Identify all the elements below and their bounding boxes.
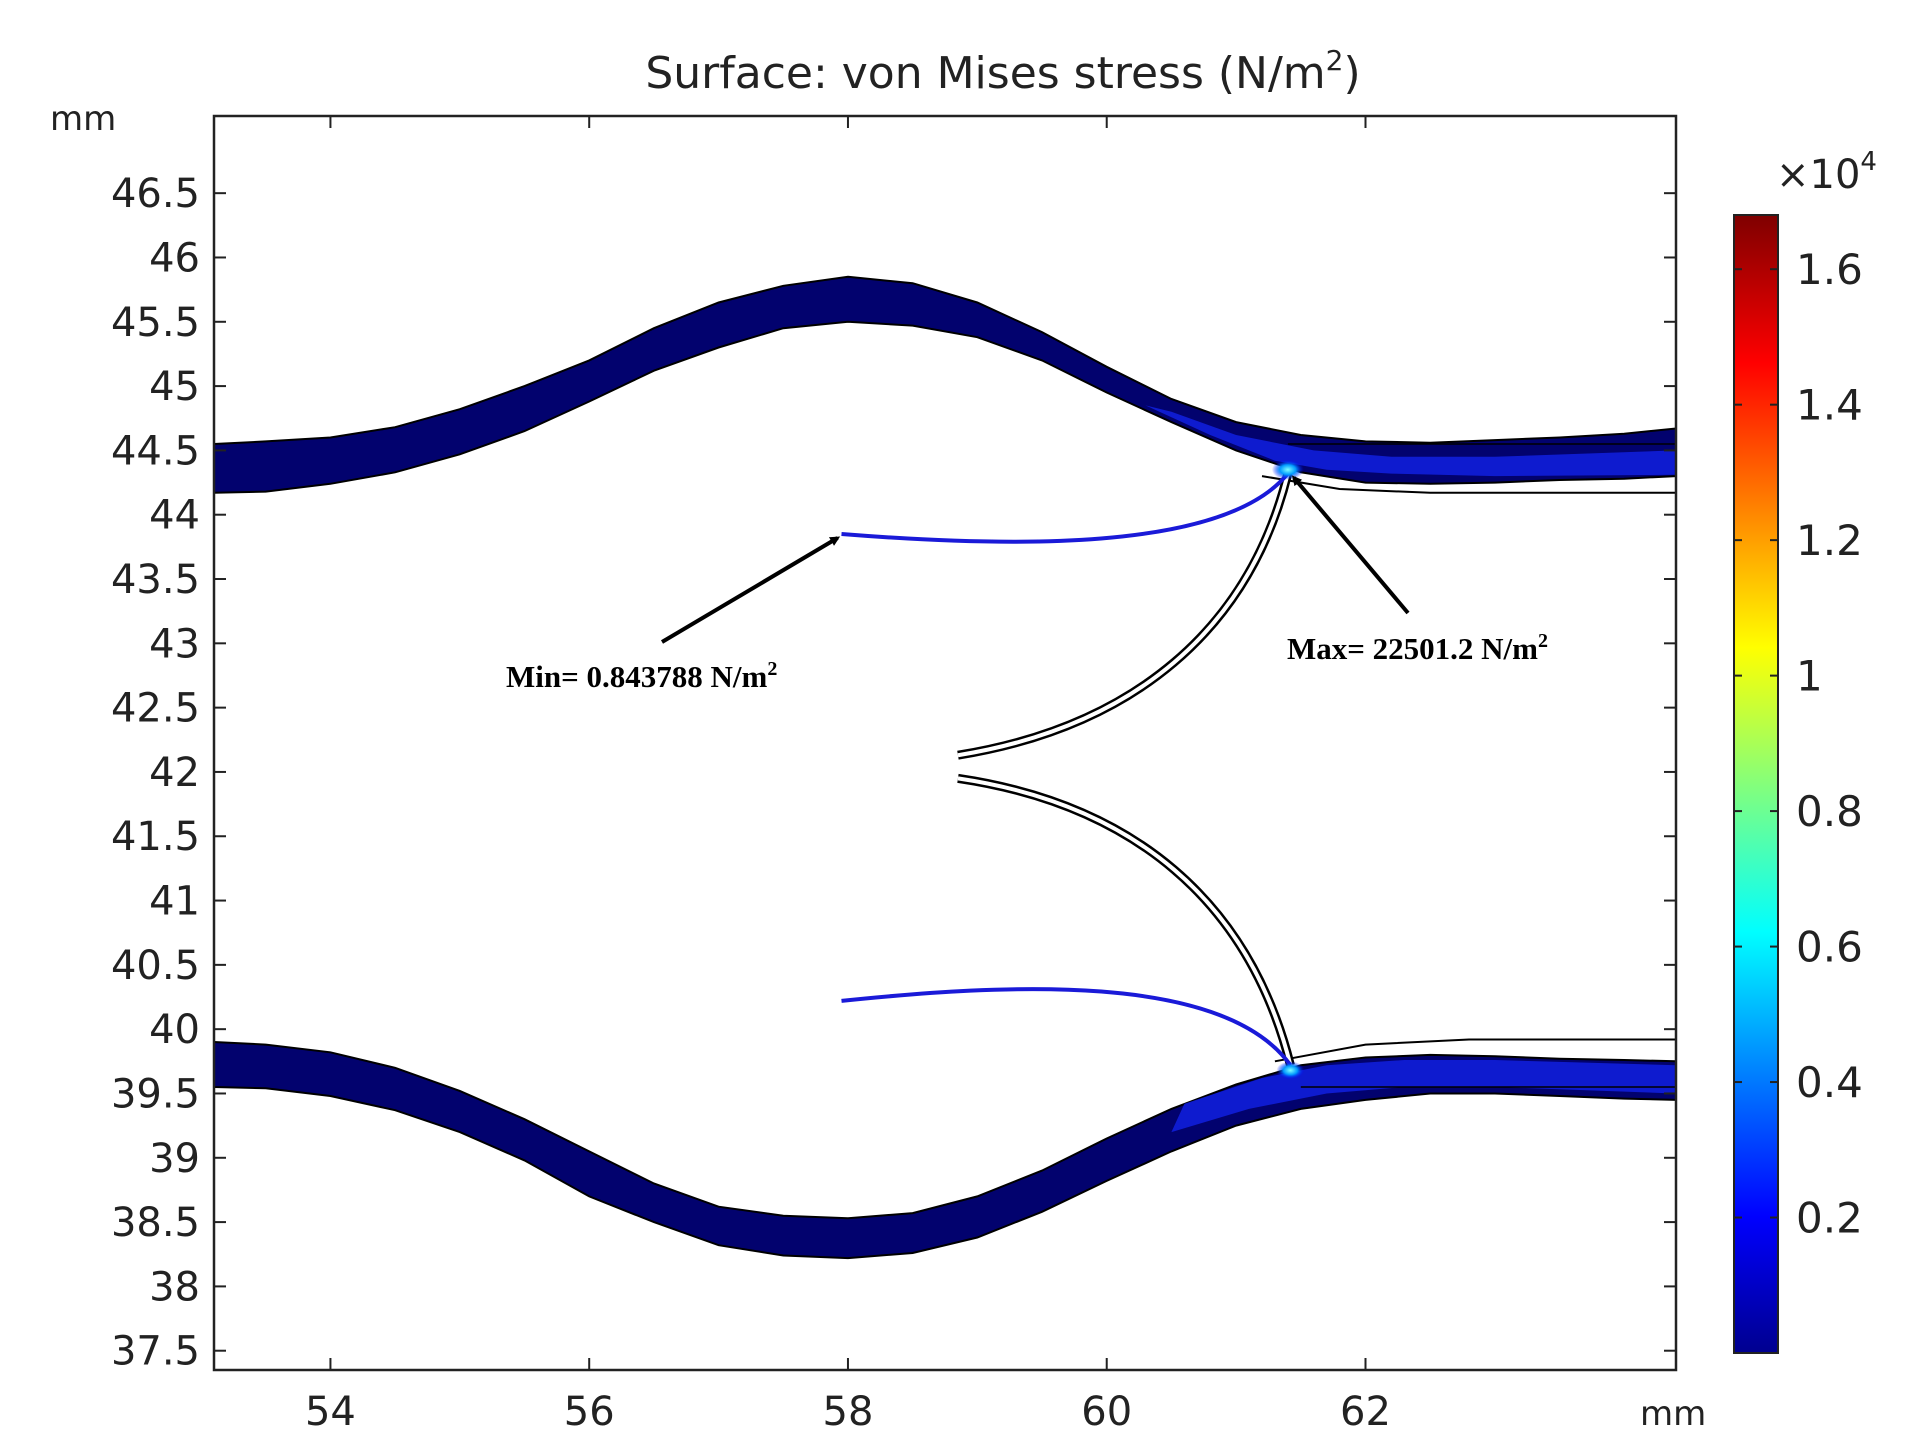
plot-content [214,275,1676,1260]
y-tick-label: 41 [149,879,200,925]
colorbar-tick-label: 0.6 [1796,923,1863,972]
x-tick-label: 56 [564,1389,615,1435]
colorbar-multiplier: ×104 [1776,147,1877,198]
x-tick-label: 62 [1340,1389,1391,1435]
max-arrow [1291,475,1410,615]
y-tick-label: 46.5 [111,171,200,217]
lower-leaflet-reference-inner [957,776,1293,1066]
y-tick-label: 42.5 [111,686,200,732]
colorbar-tick-label: 0.2 [1796,1194,1863,1243]
y-tick-label: 38.5 [111,1200,200,1246]
colorbar-tick-label: 1.6 [1796,245,1863,294]
y-tick-label: 38 [149,1264,200,1310]
annotations: Min= 0.843788 N/m2 Max= 22501.2 N/m2 [506,475,1548,694]
max-label: Max= 22501.2 N/m2 [1287,630,1548,666]
y-tick-label: 45 [149,364,200,410]
y-tick-label: 40 [149,1007,200,1053]
y-tick-label: 43 [149,621,200,667]
y-tick-label: 40.5 [111,943,200,989]
y-tick-label: 39.5 [111,1071,200,1117]
colorbar-tick-label: 1.4 [1796,381,1863,430]
lower-hinge-hotspot [1276,1061,1305,1080]
x-axis: 54 56 58 60 62 [305,116,1391,1435]
chart-title: Surface: von Mises stress (N/m2) [645,44,1360,99]
colorbar-tick-label: 0.8 [1796,787,1863,836]
y-tick-label: 45.5 [111,300,200,346]
min-label: Min= 0.843788 N/m2 [506,658,777,694]
y-axis: 37.5 38 38.5 39 39.5 40 40.5 41 41.5 42 42.5 43 43.5… [111,171,1676,1375]
y-tick-label: 37.5 [111,1329,200,1375]
upper-vessel-wall [214,275,1676,494]
y-tick-label: 44 [149,493,200,539]
lower-leaflet [841,987,1293,1067]
plot-frame [212,114,1678,1372]
y-tick-label: 41.5 [111,814,200,860]
colorbar-tick-label: 1 [1796,652,1823,701]
upper-stress-band [1145,405,1676,477]
y-tick-label: 42 [149,750,200,796]
upper-leaflet [841,472,1290,544]
x-tick-label: 54 [305,1389,356,1435]
colorbar-tick-label: 1.2 [1796,516,1863,565]
y-tick-label: 39 [149,1136,200,1182]
y-axis-unit: mm [50,99,116,139]
min-arrow [660,536,841,644]
x-tick-label: 58 [823,1389,874,1435]
max-stress-hotspot [1271,459,1304,480]
upper-leaflet-reference-inner [957,473,1290,758]
colorbar-tick-label: 0.4 [1796,1058,1863,1107]
x-tick-label: 60 [1081,1389,1132,1435]
y-tick-label: 43.5 [111,557,200,603]
upper-leaflet-reference [957,472,1293,760]
y-tick-label: 44.5 [111,428,200,474]
x-axis-unit: mm [1640,1394,1706,1434]
lower-reference-outline [1274,1038,1676,1063]
colorbar-gradient [1733,214,1779,1354]
y-tick-label: 46 [149,235,200,281]
colorbar: ×104 0.2 0.4 0.6 0.8 1 1.2 1.4 1.6 [1733,147,1877,1354]
